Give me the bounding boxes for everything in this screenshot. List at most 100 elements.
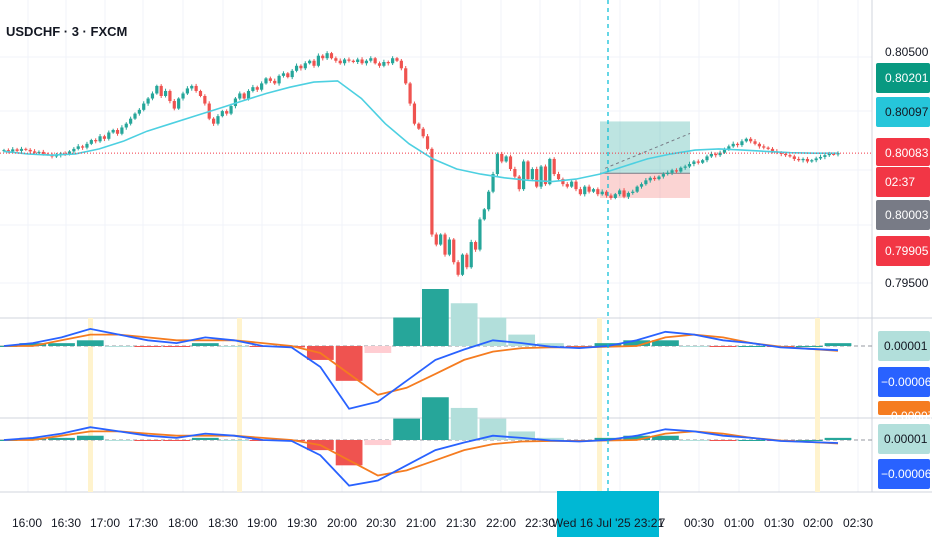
macd-badge-label-0-0: 0.00001 [884, 339, 928, 353]
candle-body-136 [596, 189, 600, 195]
candle-body-5 [24, 148, 28, 150]
candle-body-101 [443, 234, 447, 255]
candle-body-160 [701, 160, 705, 163]
candle-body-18 [80, 146, 85, 148]
candle-body-60 [264, 78, 268, 84]
macd-pane-2[interactable] [0, 397, 872, 487]
candle-body-143 [626, 192, 631, 197]
time-axis[interactable]: 16:00 16:30 17:00 17:30 18:00 18:30 19:00 19:30… [12, 516, 873, 530]
macd1-hist-bar-3 [76, 340, 104, 346]
price-badge-4 [876, 200, 930, 230]
candle-body-112 [491, 174, 495, 192]
candle-body-16 [72, 148, 76, 152]
macd-pane-1[interactable] [0, 289, 872, 410]
candle-body-154 [674, 170, 679, 172]
candle-body-179 [784, 153, 788, 156]
candle-body-104 [456, 262, 460, 275]
candle-body-71 [312, 60, 316, 66]
macd1-hist-bar-24 [680, 346, 708, 347]
candle-body-40 [177, 98, 181, 109]
candle-body-62 [273, 80, 277, 84]
macd2-hist-bar-3 [76, 435, 104, 440]
time-tick-label-13: 22:30 [525, 516, 555, 530]
macd-badge-0-1 [878, 367, 930, 397]
candle-body-36 [159, 85, 163, 96]
macd2-hist-bar-5 [134, 440, 162, 441]
macd1-macd-line [3, 327, 839, 410]
session-band-3 [815, 318, 820, 492]
candle-body-139 [609, 195, 613, 198]
candle-body-79 [347, 59, 351, 61]
macd1-hist-bar-2 [48, 343, 75, 346]
candle-body-90 [395, 58, 399, 61]
price-axis[interactable]: 0.80500 0.79500 0.80201 0.80097 0.80083 02:37… [876, 45, 932, 489]
macd2-hist-bar-14 [393, 418, 420, 440]
candle-body-162 [709, 153, 713, 157]
candle-body-67 [294, 65, 299, 71]
macd1-hist-bar-23 [652, 340, 679, 346]
symbol-title[interactable]: USDCHF · 3 · FXCM [6, 24, 128, 39]
candle-body-117 [513, 169, 517, 177]
candle-body-94 [412, 103, 417, 124]
long-position-tool[interactable] [600, 121, 691, 198]
time-tick-label-8: 20:00 [327, 516, 357, 530]
candle-body-59 [260, 83, 264, 90]
candle-body-109 [478, 219, 482, 250]
position-stop-zone [600, 173, 690, 198]
candle-body-58 [255, 87, 259, 90]
candle-body-91 [399, 60, 403, 69]
candle-body-35 [155, 85, 159, 94]
candle-body-65 [286, 73, 290, 78]
macd2-hist-bar-7 [191, 437, 219, 440]
candle-body-57 [251, 87, 255, 91]
candle-body-141 [618, 190, 622, 195]
candle-body-7 [32, 151, 37, 153]
candle-body-186 [814, 158, 818, 161]
candle-body-32 [142, 103, 146, 110]
candle-body-138 [604, 191, 609, 196]
time-tick-label-10: 21:00 [406, 516, 436, 530]
candle-body-39 [172, 101, 176, 109]
price-badge-label-1: 0.80097 [885, 105, 929, 119]
macd2-hist-bar-29 [824, 437, 852, 440]
candle-body-63 [277, 75, 281, 84]
macd2-hist-bar-2 [48, 437, 75, 440]
candle-body-122 [535, 169, 539, 187]
candle-body-37 [163, 90, 168, 96]
candle-body-129 [565, 184, 569, 187]
macd1-hist-bar-6 [163, 346, 190, 347]
price-badge-5 [876, 236, 930, 266]
candle-body-9 [41, 151, 45, 154]
macd1-hist-bar-4 [105, 346, 133, 347]
candle-body-106 [465, 254, 469, 268]
price-badge-label-5: 0.79905 [885, 244, 929, 258]
candle-body-120 [526, 161, 530, 180]
candle-body-6 [28, 149, 32, 152]
time-tick-label-17: 01:30 [764, 516, 794, 530]
candle-body-20 [89, 140, 93, 144]
crosshair-time-label: Wed 16 Jul '25 23:21 [552, 516, 664, 530]
candle-body-54 [238, 93, 242, 99]
price-badge-2 [876, 138, 930, 166]
candle-body-110 [482, 209, 486, 220]
candle-body-50 [220, 111, 224, 117]
candle-body-145 [635, 186, 639, 192]
time-tick-label-19: 02:30 [843, 516, 873, 530]
candle-body-73 [321, 55, 325, 59]
time-tick-label-2: 17:00 [90, 516, 120, 530]
candle-body-74 [325, 53, 329, 59]
candle-body-146 [639, 184, 644, 187]
session-band-2 [597, 318, 602, 492]
macd2-hist-bar-4 [105, 440, 133, 441]
macd-badge-0-2 [878, 401, 930, 415]
macd2-macd-line [3, 426, 839, 487]
candle-body-102 [447, 239, 451, 255]
candle-body-163 [714, 153, 718, 156]
candle-body-116 [508, 156, 513, 170]
macd1-hist-bar-8 [220, 346, 248, 347]
candle-body-173 [757, 143, 762, 147]
macd2-hist-bar-26 [738, 440, 766, 441]
candle-body-172 [753, 141, 757, 144]
